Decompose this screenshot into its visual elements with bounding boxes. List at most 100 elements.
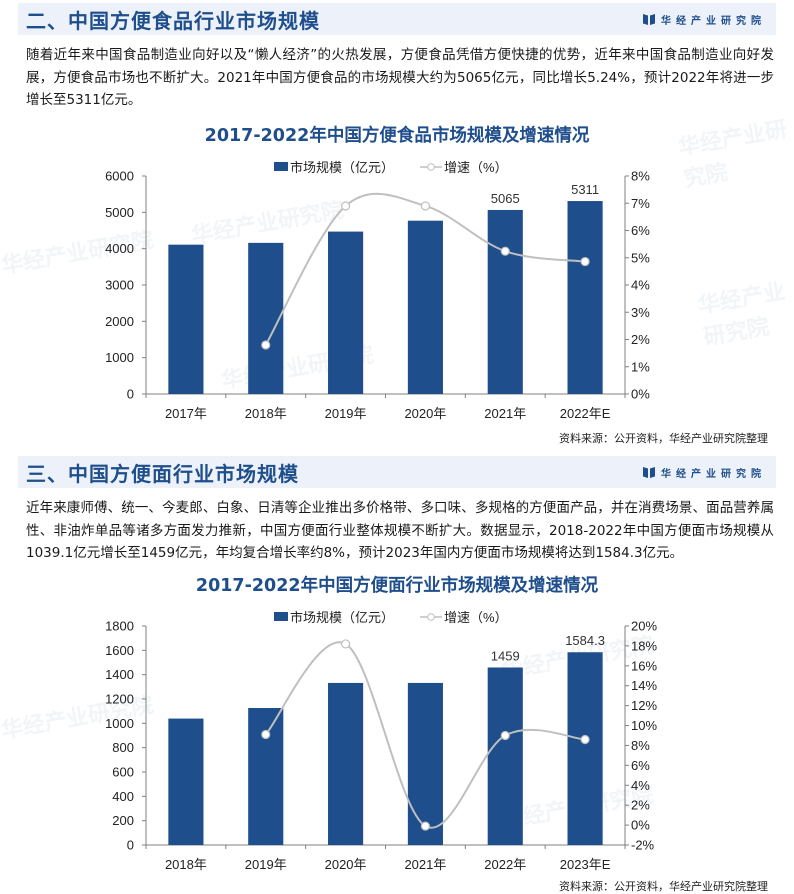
legend-label: 增速（%） xyxy=(444,160,508,175)
left-tick-label: 4000 xyxy=(105,241,134,256)
source-note: 资料来源：公开资料，华经产业研究院整理 xyxy=(559,433,768,445)
left-tick-label: 0 xyxy=(127,387,134,402)
growth-point xyxy=(340,639,351,649)
section-title: 三、中国方便面行业市场规模 xyxy=(26,461,299,486)
right-tick-label: 2% xyxy=(631,332,650,347)
right-tick-label: 20% xyxy=(631,619,657,634)
category-label: 2017年 xyxy=(165,406,207,421)
category-label: 2018年 xyxy=(245,406,287,421)
left-tick-label: 1000 xyxy=(105,350,134,365)
section-header-instant-noodles: 三、中国方便面行业市场规模 华经产业研究院 xyxy=(18,456,776,488)
book-icon xyxy=(643,467,655,478)
book-icon xyxy=(643,14,655,25)
right-tick-label: 6% xyxy=(631,758,650,773)
bar xyxy=(487,667,523,845)
left-tick-label: 1600 xyxy=(105,643,134,658)
line-marker-icon xyxy=(420,162,443,171)
left-tick-label: 200 xyxy=(112,813,134,828)
right-tick-label: 8% xyxy=(631,169,650,184)
left-tick-label: 600 xyxy=(112,765,134,780)
category-label: 2018年 xyxy=(165,857,207,872)
chart-title: 2017-2022年中国方便面行业市场规模及增速情况 xyxy=(195,576,599,596)
growth-point xyxy=(500,246,510,256)
right-tick-label: 1% xyxy=(631,359,650,374)
right-tick-label: 16% xyxy=(631,658,657,673)
brand-name: 华经产业研究院 xyxy=(661,15,766,27)
bar xyxy=(248,708,284,845)
right-tick-label: 4% xyxy=(631,778,650,793)
category-label: 2022年E xyxy=(560,406,611,421)
right-tick-label: 6% xyxy=(631,223,650,238)
left-tick-label: 1200 xyxy=(105,692,134,707)
left-tick-label: 5000 xyxy=(105,205,134,220)
brand-name: 华经产业研究院 xyxy=(661,468,766,480)
bar-value-label: 1584.3 xyxy=(565,633,605,648)
category-label: 2022年 xyxy=(484,857,526,872)
category-label: 2021年 xyxy=(484,406,526,421)
bar-swatch-icon xyxy=(274,162,288,171)
growth-point xyxy=(580,734,590,745)
left-tick-label: 3000 xyxy=(105,278,134,293)
growth-point xyxy=(500,730,510,741)
growth-point xyxy=(261,340,271,350)
paragraph-convenience-food: 随着近年来中国食品制造业向好以及“懒人经济”的火热发展，方便食品凭借方便快捷的优… xyxy=(26,47,774,108)
bar xyxy=(328,682,364,845)
legend-item-growth: 增速（%） xyxy=(420,607,508,626)
bar-value-label: 5311 xyxy=(571,182,599,197)
category-label: 2020年 xyxy=(325,857,367,872)
right-tick-label: 14% xyxy=(631,678,657,693)
left-tick-label: 400 xyxy=(112,789,134,804)
brand: 华经产业研究院 xyxy=(643,465,766,480)
right-tick-label: 0% xyxy=(631,387,650,402)
paragraph-instant-noodles: 近年来康师傅、统一、今麦郎、白象、日清等企业推出多价格带、多口味、多规格的方便面… xyxy=(26,500,774,561)
bar xyxy=(248,242,284,394)
bar xyxy=(487,209,523,394)
growth-line xyxy=(264,641,586,829)
legend-item-market-size: 市场规模（亿元） xyxy=(274,607,394,626)
legend-item-growth: 增速（%） xyxy=(420,157,508,176)
right-tick-label: 0% xyxy=(631,818,650,833)
right-tick-label: 18% xyxy=(631,638,657,653)
bar xyxy=(168,718,204,845)
right-tick-label: 4% xyxy=(631,278,650,293)
left-tick-label: 2000 xyxy=(105,314,134,329)
growth-point xyxy=(261,729,271,740)
chart-legend: 市场规模（亿元） 增速（%） xyxy=(274,607,508,626)
right-tick-label: -2% xyxy=(631,838,655,853)
bar xyxy=(567,201,603,394)
category-label: 2019年 xyxy=(245,857,287,872)
right-tick-label: 10% xyxy=(631,718,657,733)
chart-legend: 市场规模（亿元） 增速（%） xyxy=(274,157,508,176)
bar xyxy=(407,220,443,394)
left-tick-label: 1000 xyxy=(105,716,134,731)
right-tick-label: 8% xyxy=(631,738,650,753)
right-tick-label: 5% xyxy=(631,250,650,265)
left-tick-label: 1400 xyxy=(105,667,134,682)
right-tick-label: 7% xyxy=(631,196,650,211)
growth-point xyxy=(340,201,351,211)
bar xyxy=(407,682,443,845)
left-tick-label: 0 xyxy=(127,838,134,853)
source-note: 资料来源：公开资料，华经产业研究院整理 xyxy=(559,881,768,893)
category-label: 2023年E xyxy=(560,857,611,872)
right-tick-label: 2% xyxy=(631,798,650,813)
section-header-convenience-food: 二、中国方便食品行业市场规模 华经产业研究院 xyxy=(18,3,776,35)
chart-title: 2017-2022年中国方便食品市场规模及增速情况 xyxy=(204,126,590,146)
left-tick-label: 800 xyxy=(112,740,134,755)
legend-label: 市场规模（亿元） xyxy=(290,610,395,625)
growth-point xyxy=(580,256,590,267)
legend-label: 增速（%） xyxy=(444,610,508,625)
category-label: 2020年 xyxy=(404,406,446,421)
legend-item-market-size: 市场规模（亿元） xyxy=(274,157,394,176)
brand: 华经产业研究院 xyxy=(643,12,766,27)
growth-point xyxy=(420,821,431,831)
bar-value-label: 1459 xyxy=(491,648,520,663)
category-label: 2019年 xyxy=(325,406,367,421)
growth-point xyxy=(420,201,431,211)
bar xyxy=(328,231,364,394)
legend-label: 市场规模（亿元） xyxy=(290,160,395,175)
chart-convenience-food: 0 1000 2000 3000 4000 5000 6000 0% 1% 2% 3% 4% 5% 6% 7… xyxy=(105,169,650,422)
left-tick-label: 6000 xyxy=(105,169,134,184)
line-marker-icon xyxy=(420,612,443,621)
